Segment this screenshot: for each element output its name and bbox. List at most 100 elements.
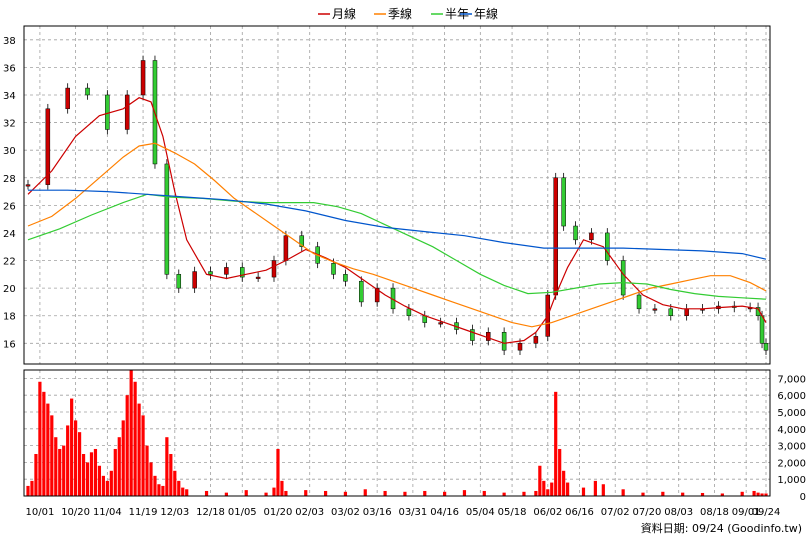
candle-body bbox=[65, 87, 70, 110]
volume-bar bbox=[522, 491, 526, 496]
volume-bar bbox=[756, 492, 760, 496]
candle-body bbox=[605, 232, 610, 261]
volume-bar bbox=[42, 391, 46, 496]
volume-bar bbox=[93, 448, 98, 496]
candle-body bbox=[486, 332, 491, 341]
volume-bar bbox=[752, 490, 756, 496]
volume-bar bbox=[343, 491, 348, 496]
volume-bar bbox=[109, 470, 113, 496]
volume-bar bbox=[62, 445, 66, 496]
volume-bar bbox=[50, 415, 54, 496]
volume-bar bbox=[272, 487, 276, 496]
candle-body bbox=[255, 276, 261, 279]
data-date-label: 資料日期: 09/24 (Goodinfo.tw) bbox=[641, 521, 802, 535]
volume-bar bbox=[141, 415, 145, 496]
date-tick-label: 10/20 bbox=[61, 507, 90, 518]
series-line-1 bbox=[27, 97, 767, 344]
volume-bar bbox=[161, 485, 165, 496]
candle-body bbox=[85, 87, 90, 96]
volume-bar bbox=[542, 480, 546, 496]
volume-bar bbox=[81, 454, 86, 496]
volume-bar bbox=[185, 489, 189, 496]
volume-bar bbox=[284, 490, 288, 496]
volume-bar bbox=[137, 403, 141, 496]
volume-bar bbox=[502, 492, 506, 496]
volume-bar bbox=[125, 395, 129, 496]
candle-body bbox=[573, 225, 578, 241]
volume-bar bbox=[85, 462, 90, 496]
candle-body bbox=[343, 274, 348, 282]
date-tick-label: 07/02 bbox=[601, 507, 630, 518]
price-tick-label: 38 bbox=[3, 36, 16, 47]
volume-bar bbox=[700, 492, 705, 496]
volume-bar bbox=[621, 489, 625, 496]
volume-bar bbox=[558, 448, 562, 496]
date-tick-label: 06/16 bbox=[565, 507, 594, 518]
volume-bar bbox=[534, 490, 538, 496]
candle-body bbox=[589, 232, 594, 241]
volume-bar bbox=[304, 490, 308, 496]
series-line-4 bbox=[28, 189, 767, 260]
candle-body bbox=[192, 271, 197, 289]
volume-bar bbox=[224, 492, 228, 496]
price-panel-border bbox=[23, 25, 771, 365]
volume-bar bbox=[181, 487, 185, 496]
price-candles bbox=[25, 55, 769, 356]
volume-bar bbox=[113, 448, 117, 496]
price-tick-label: 30 bbox=[3, 146, 16, 157]
volume-tick-label: 4,000 bbox=[777, 425, 806, 436]
volume-bar bbox=[566, 482, 570, 496]
date-tick-label: 01/20 bbox=[264, 507, 293, 518]
volume-bar bbox=[153, 475, 157, 496]
candle-body bbox=[553, 177, 558, 296]
volume-bar bbox=[363, 489, 367, 496]
candle-body bbox=[299, 235, 305, 247]
volume-bar bbox=[26, 485, 30, 496]
date-tick-label: 12/18 bbox=[196, 507, 225, 518]
volume-bar bbox=[423, 490, 427, 496]
price-tick-label: 32 bbox=[3, 119, 16, 130]
volume-tick-label: 2,000 bbox=[777, 458, 806, 469]
volume-bar bbox=[133, 381, 137, 496]
candle-body bbox=[470, 329, 475, 341]
candle-body bbox=[124, 94, 130, 130]
volume-tick-label: 0 bbox=[800, 492, 806, 503]
date-tick-label: 11/04 bbox=[93, 507, 122, 518]
date-tick-label: 01/05 bbox=[228, 507, 257, 518]
volume-tick-label: 1,000 bbox=[777, 475, 806, 486]
volume-bar bbox=[70, 398, 74, 496]
volume-bar bbox=[581, 487, 586, 496]
candle-body bbox=[533, 336, 539, 344]
date-tick-label: 07/20 bbox=[633, 507, 662, 518]
candle-body bbox=[271, 260, 277, 278]
price-tick-label: 28 bbox=[3, 174, 16, 185]
grid bbox=[24, 26, 770, 497]
candle-body bbox=[105, 94, 110, 130]
volume-bar bbox=[149, 462, 153, 496]
candle-body bbox=[45, 108, 51, 185]
candle-body bbox=[374, 287, 380, 303]
volume-bar bbox=[550, 482, 554, 496]
chart-frame bbox=[23, 25, 771, 497]
price-tick-label: 36 bbox=[3, 63, 16, 74]
candle-body bbox=[652, 308, 658, 311]
price-tick-label: 34 bbox=[3, 91, 16, 102]
volume-tick-label: 6,000 bbox=[777, 391, 806, 402]
candle-body bbox=[759, 315, 765, 344]
date-tick-label: 08/18 bbox=[700, 507, 729, 518]
candle-body bbox=[406, 308, 412, 316]
candle-body bbox=[561, 177, 566, 227]
volume-bar bbox=[720, 493, 724, 496]
volume-bar bbox=[276, 448, 280, 496]
date-tick-label: 10/01 bbox=[25, 507, 54, 518]
volume-bar bbox=[105, 480, 109, 496]
candle-body bbox=[636, 294, 642, 310]
date-tick-label: 08/03 bbox=[664, 507, 693, 518]
volume-bar bbox=[169, 454, 173, 496]
volume-tick-label: 7,000 bbox=[777, 374, 806, 385]
candle-body bbox=[668, 308, 674, 316]
candle-body bbox=[438, 322, 443, 325]
volume-bar bbox=[173, 470, 177, 496]
volume-bar bbox=[46, 403, 50, 496]
